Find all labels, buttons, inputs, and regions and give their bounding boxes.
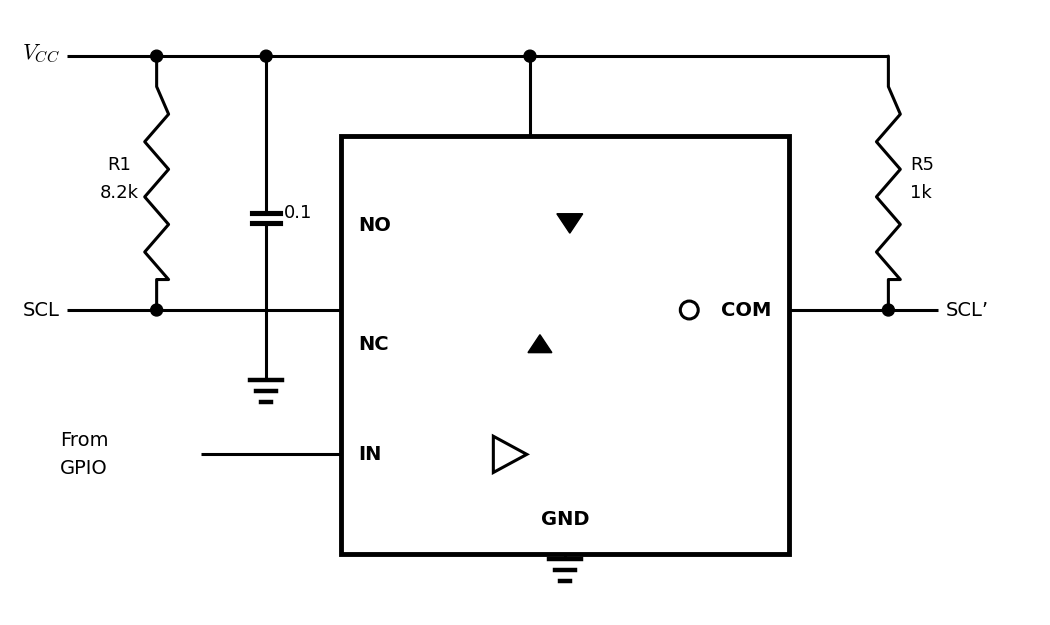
Text: GPIO: GPIO [60,459,108,478]
Circle shape [524,50,536,62]
Polygon shape [556,214,583,233]
Text: IN: IN [359,445,382,464]
Circle shape [150,50,163,62]
Text: 1k: 1k [910,184,932,202]
Bar [341,136,789,554]
Text: SCL: SCL [23,301,60,319]
Circle shape [680,301,698,319]
Text: 8.2k: 8.2k [100,184,139,202]
Polygon shape [528,335,552,352]
Text: 0.1: 0.1 [285,204,313,222]
Circle shape [882,304,895,316]
Polygon shape [494,436,527,472]
Circle shape [150,304,163,316]
Text: COM: COM [720,301,771,319]
Text: NO: NO [359,216,392,235]
Circle shape [260,50,272,62]
Text: GND: GND [541,509,589,529]
Text: $V_{CC}$: $V_{CC}$ [22,43,60,65]
Text: NC: NC [359,336,390,354]
Text: From: From [60,431,108,450]
Text: R1: R1 [107,156,131,174]
Text: R5: R5 [910,156,934,174]
Text: SCL’: SCL’ [946,301,989,319]
